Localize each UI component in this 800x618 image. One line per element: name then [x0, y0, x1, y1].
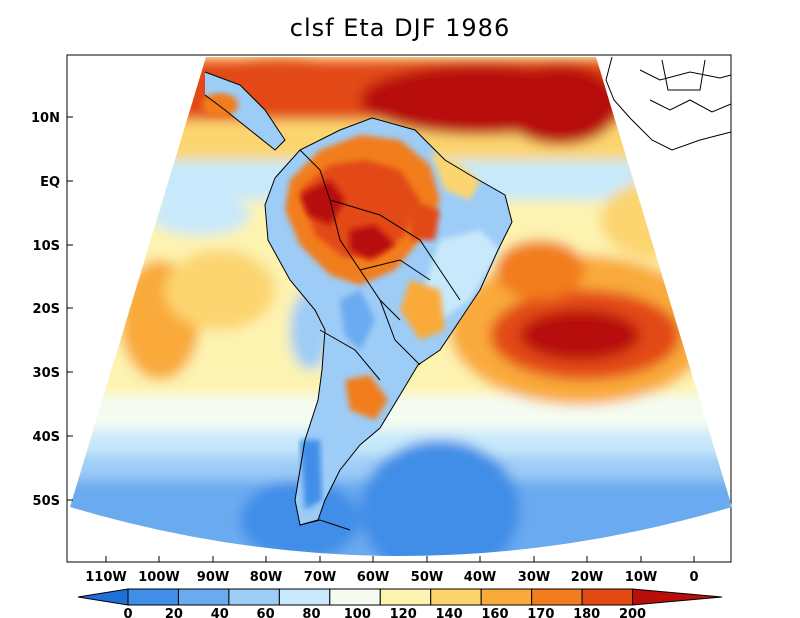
africa-coastline [605, 56, 732, 151]
colorbar-label: 0 [123, 607, 132, 618]
x-tick-label-80w: 80W [250, 570, 282, 585]
x-tick-label-10w: 10W [625, 570, 657, 585]
colorbar-label: 80 [302, 607, 320, 618]
colorbar-segment [480, 588, 533, 606]
x-tick-label-70w: 70W [304, 570, 336, 585]
colorbar-segment [127, 588, 179, 606]
y-tick-label-20s: 20S [33, 302, 60, 317]
colorbar-segment [278, 588, 331, 606]
colorbar-label: 160 [481, 607, 508, 618]
colorbar-label: 170 [527, 607, 554, 618]
colorbar-label: 200 [619, 607, 646, 618]
colorbar-segment [379, 588, 432, 606]
y-tick-label-40s: 40S [33, 430, 60, 445]
colorbar-label: 40 [211, 607, 229, 618]
y-tick-label-eq: EQ [40, 175, 60, 190]
colorbar-segment [430, 588, 482, 606]
x-tick-label-100w: 100W [138, 570, 179, 585]
colorbar-segment [329, 588, 381, 606]
y-tick-label-50s: 50S [33, 494, 60, 509]
colorbar-label: 100 [344, 607, 371, 618]
y-tick-label-30s: 30S [33, 366, 60, 381]
x-tick-label-90w: 90W [197, 570, 229, 585]
colorbar-segment [228, 588, 280, 606]
colorbar-segment [531, 588, 583, 606]
colorbar-segment [581, 588, 634, 606]
coastline [204, 71, 513, 531]
colorbar-label: 60 [257, 607, 275, 618]
colorbar: 0 20 40 60 80 100 120 140 160 170 180 200 [77, 588, 723, 618]
colorbar-arrow-high [632, 588, 723, 606]
colorbar-label: 140 [436, 607, 463, 618]
x-axis [105, 556, 695, 562]
x-tick-label-60w: 60W [357, 570, 389, 585]
x-tick-label-0: 0 [689, 570, 698, 585]
x-tick-label-40w: 40W [464, 570, 496, 585]
map-title: clsf Eta DJF 1986 [289, 14, 511, 42]
x-tick-label-50w: 50W [411, 570, 443, 585]
x-tick-label-30w: 30W [518, 570, 550, 585]
x-tick-label-110w: 110W [85, 570, 126, 585]
y-tick-label-10s: 10S [33, 239, 60, 254]
y-axis [67, 116, 73, 501]
colorbar-label: 180 [573, 607, 600, 618]
colorbar-segment [177, 588, 230, 606]
colorbar-label: 20 [165, 607, 183, 618]
y-tick-label-10n: 10N [31, 111, 60, 126]
x-tick-label-20w: 20W [571, 570, 603, 585]
colorbar-arrow-low [77, 588, 129, 606]
colorbar-label: 120 [390, 607, 417, 618]
